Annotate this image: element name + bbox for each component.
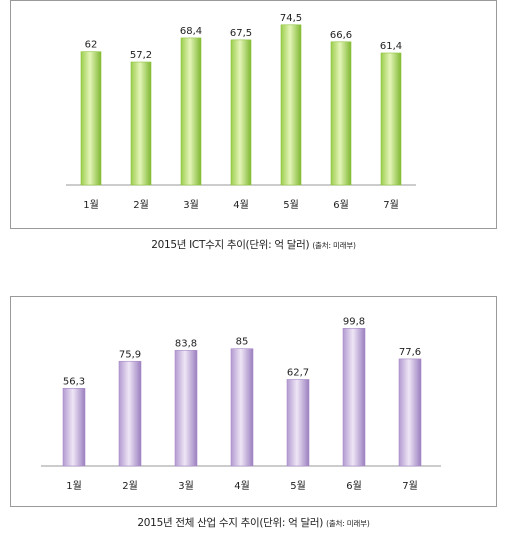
x-tick-label: 5월 (283, 199, 299, 211)
bar (380, 52, 402, 186)
bar-value-label: 74,5 (280, 13, 302, 24)
x-tick-label: 4월 (234, 480, 250, 492)
x-tick-label: 2월 (122, 480, 138, 492)
bar-value-label: 83,8 (175, 338, 197, 349)
bar (230, 348, 254, 467)
bar-value-label: 99,8 (343, 316, 365, 327)
bar-value-label: 62,7 (287, 367, 309, 378)
bar-value-label: 85 (236, 337, 249, 348)
x-tick-label: 5월 (290, 480, 306, 492)
total-industry-balance-chart-plot: 56,3 1월 75,9 2월 83,8 3월 85 4월 62,7 5월 99,8 6월 77,6 7월 (41, 316, 441, 492)
bar-value-label: 66,6 (330, 30, 352, 41)
bar-value-label: 75,9 (119, 349, 141, 360)
x-tick-label: 1월 (83, 199, 99, 211)
x-tick-label: 3월 (178, 480, 194, 492)
bar (286, 379, 310, 467)
bar (280, 24, 302, 186)
x-tick-label: 6월 (346, 480, 362, 492)
bar (230, 39, 252, 186)
ict-balance-chart: 62 1월 57,2 2월 68,4 3월 67,5 4월 74,5 5월 66,6 6월 61,4 7월 (10, 0, 497, 229)
bar (330, 41, 352, 186)
bar-value-label: 62 (85, 40, 98, 51)
x-tick-label: 3월 (183, 199, 199, 211)
bar (118, 360, 142, 467)
bar (180, 37, 202, 186)
bar (80, 51, 102, 186)
x-tick-label: 7월 (383, 199, 399, 211)
ict-balance-chart-caption: 2015년 ICT수지 추이(단위: 억 달러) (출처: 미래부) (151, 239, 356, 251)
x-tick-label: 6월 (333, 199, 349, 211)
x-tick-label: 7월 (402, 480, 418, 492)
x-tick-label: 1월 (66, 480, 82, 492)
ict-balance-chart-plot: 62 1월 57,2 2월 68,4 3월 67,5 4월 74,5 5월 66,6 6월 61,4 7월 (66, 13, 416, 211)
x-tick-label: 2월 (133, 199, 149, 211)
bar (342, 327, 366, 467)
bar-value-label: 61,4 (380, 41, 402, 52)
bar (130, 61, 152, 186)
bar-value-label: 56,3 (63, 376, 85, 387)
x-tick-label: 4월 (233, 199, 249, 211)
bar-value-label: 68,4 (180, 26, 202, 37)
bar (174, 350, 198, 467)
bar (398, 358, 422, 467)
bar-value-label: 57,2 (130, 50, 152, 61)
bar (62, 388, 86, 467)
bar-value-label: 77,6 (399, 347, 421, 358)
total-industry-balance-chart: 56,3 1월 75,9 2월 83,8 3월 85 4월 62,7 5월 99,8 6월 77,6 7월 (10, 296, 497, 507)
bar-value-label: 67,5 (230, 28, 252, 39)
total-industry-balance-chart-caption: 2015년 전체 산업 수지 추이(단위: 억 달러) (출처: 미래부) (137, 517, 370, 529)
